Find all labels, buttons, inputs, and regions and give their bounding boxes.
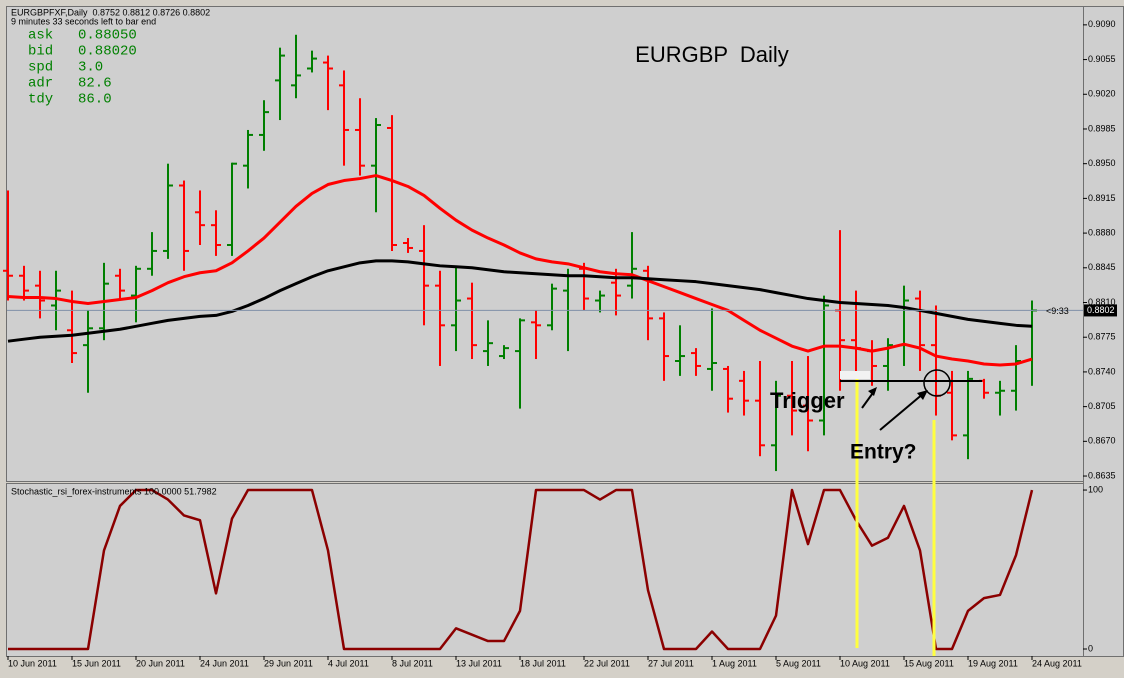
- entry-arrow: [879, 392, 925, 431]
- y-tick-label: 0.9020: [1088, 89, 1116, 99]
- y-tick-label: 0.9055: [1088, 54, 1116, 64]
- trigger-arrowhead: [868, 387, 877, 396]
- entry-label: Entry?: [850, 441, 917, 464]
- y-tick-label: 0.8845: [1088, 262, 1116, 272]
- x-tick-label: 29 Jun 2011: [264, 658, 313, 668]
- x-tick-label: 20 Jun 2011: [136, 658, 185, 668]
- y-tick-label: 0: [1088, 643, 1093, 653]
- chart-title: EURGBP Daily: [635, 42, 789, 67]
- info-value: 0.88050: [78, 28, 137, 44]
- bar-timer: 9 minutes 33 seconds left to bar end: [11, 16, 156, 26]
- info-label: adr: [28, 76, 53, 92]
- price-axis-panel: [1083, 6, 1124, 657]
- countdown-label: <9:33: [1046, 306, 1069, 316]
- y-tick-label: 0.8635: [1088, 470, 1116, 480]
- info-label: ask: [28, 28, 53, 44]
- info-value: 86.0: [78, 92, 112, 108]
- y-tick-label: 0.8880: [1088, 227, 1116, 237]
- y-tick-label: 0.9090: [1088, 19, 1116, 29]
- x-tick-label: 15 Jun 2011: [72, 658, 121, 668]
- y-tick-label: 0.8740: [1088, 366, 1116, 376]
- x-tick-label: 15 Aug 2011: [904, 658, 954, 668]
- x-tick-label: 4 Jul 2011: [328, 658, 369, 668]
- x-tick-label: 8 Jul 2011: [392, 658, 433, 668]
- x-tick-label: 22 Jul 2011: [584, 658, 630, 668]
- entry-circle: [923, 369, 951, 397]
- price-box: [1084, 304, 1117, 317]
- indicator-title: Stochastic_rsi_forex-instruments 100.000…: [11, 486, 217, 496]
- x-tick-label: 1 Aug 2011: [712, 658, 757, 668]
- moving-average: [7, 259, 1033, 343]
- y-tick-label: 0.8670: [1088, 436, 1116, 446]
- x-tick-label: 19 Aug 2011: [968, 658, 1018, 668]
- plot-area: 0.9090 0.9055 0.9020 0.8985 0.8950 0.8915 0.88…: [3, 19, 1117, 668]
- y-tick-label: 0.8810: [1088, 297, 1116, 307]
- info-value: 0.88020: [78, 44, 137, 60]
- y-tick-label: 0.8705: [1088, 401, 1116, 411]
- y-tick-label: 0.8985: [1088, 123, 1116, 133]
- info-value: 3.0: [78, 60, 103, 76]
- y-tick-label: 0.8915: [1088, 193, 1116, 203]
- price-label: 0.8802: [1087, 305, 1115, 315]
- info-label: bid: [28, 44, 53, 60]
- trigger-label: Trigger: [770, 388, 845, 413]
- x-tick-label: 18 Jul 2011: [520, 658, 566, 668]
- info-label: tdy: [28, 92, 53, 108]
- y-tick-label: 100: [1088, 484, 1103, 494]
- x-tick-label: 5 Aug 2011: [776, 658, 821, 668]
- info-value: 82.6: [78, 76, 112, 92]
- indicator-line: [8, 488, 1034, 651]
- highlight: [840, 371, 870, 379]
- x-tick-label: 24 Jun 2011: [200, 658, 249, 668]
- annotations: Trigger Entry? EURGBP Daily EURGBPFXF,Da…: [11, 7, 982, 656]
- x-tick-label: 10 Jun 2011: [8, 658, 57, 668]
- y-tick-label: 0.8950: [1088, 158, 1116, 168]
- indicator-panel: [6, 483, 1084, 657]
- info-label: spd: [28, 60, 53, 76]
- x-tick-label: 27 Jul 2011: [648, 658, 694, 668]
- x-tick-label: 24 Aug 2011: [1032, 658, 1082, 668]
- main-panel: [6, 6, 1084, 482]
- entry-arrowhead: [917, 390, 928, 400]
- moving-average: [7, 174, 1033, 367]
- x-tick-label: 13 Jul 2011: [456, 658, 502, 668]
- y-tick-label: 0.8775: [1088, 332, 1116, 342]
- symbol-header: EURGBPFXF,Daily 0.8752 0.8812 0.8726 0.8…: [11, 7, 210, 17]
- x-tick-label: 10 Aug 2011: [840, 658, 890, 668]
